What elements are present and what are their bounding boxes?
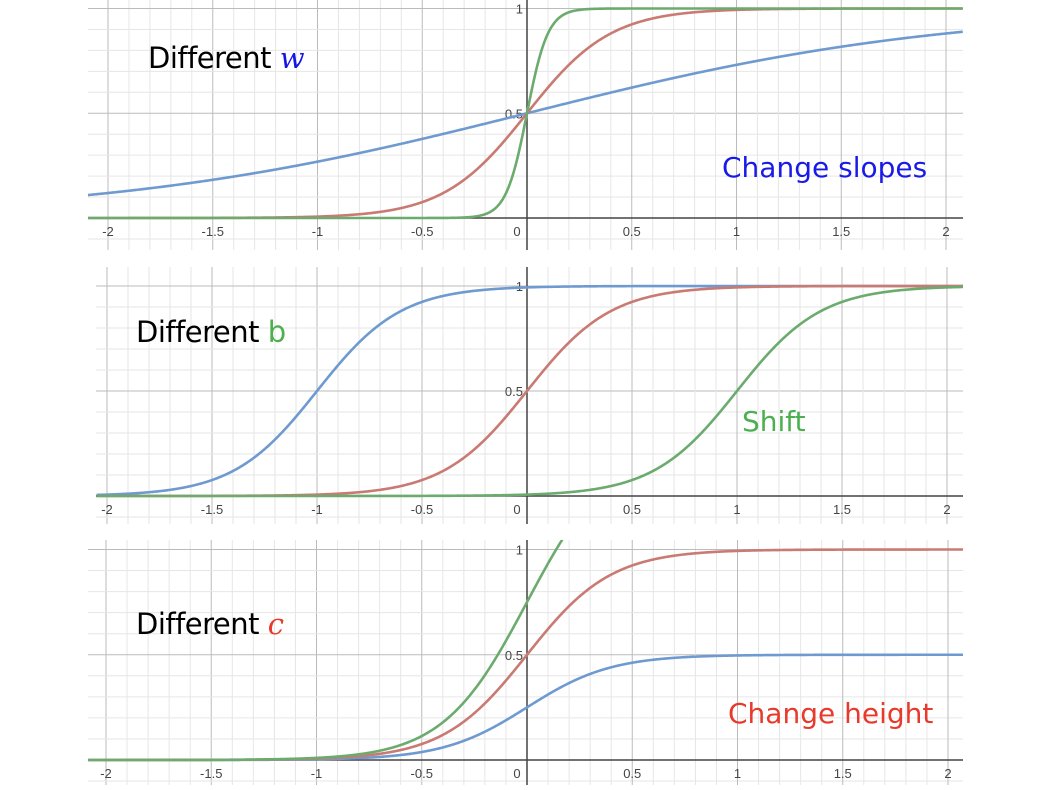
x-tick-label: -0.5 [411,502,433,517]
x-tick-label: 0.5 [623,766,641,781]
panel-3-title-var: c [267,607,284,641]
x-tick-label: -1.5 [201,502,223,517]
panel-3-annotation: Change height [728,697,934,730]
panel-3: -2 -1.5 -1 -0.5 0 0.5 1 1.5 2 0.5 1 [88,540,963,785]
panel-1-title-prefix: Different [148,41,272,75]
panel-2-title-var: b [267,315,286,349]
x-tick-label: -1.5 [202,224,224,239]
series-line-c-1-5 [88,540,564,762]
panel-3-title: Different c [136,610,284,639]
x-tick-label: -1 [312,224,324,239]
x-tick-label: -2 [102,224,114,239]
y-tick-label: 1 [516,543,523,558]
x-tick-label: -2 [100,766,112,781]
x-tick-label: 1 [733,502,740,517]
x-tick-label: 2 [944,766,951,781]
panel-1-annotation: Change slopes [722,151,928,184]
x-tick-label: 0.5 [623,502,641,517]
panel-2-title: Different b [136,318,286,347]
x-tick-label: -1 [311,502,323,517]
panel-3-title-prefix: Different [136,607,260,641]
x-tick-label: 0 [513,224,520,239]
grid [88,540,963,785]
x-tick-label: 0 [513,766,520,781]
x-tick-label: 1 [734,766,741,781]
series-line-w-20 [88,7,963,220]
x-tick-label: 2 [943,502,950,517]
grid [96,267,963,524]
panel-1-title: Different w [148,41,305,75]
x-tick-label: 1.5 [834,766,852,781]
y-tick-label: 0.5 [505,384,523,399]
panel-1-title-var: w [279,41,305,75]
panel-2-annotation: Shift [742,405,806,438]
panel-2-title-prefix: Different [136,315,260,349]
x-tick-label: 0 [513,502,520,517]
x-tick-label: -1.5 [200,766,222,781]
y-tick-label: 1 [516,2,523,17]
x-tick-label: -1 [311,766,323,781]
panel-1: -2 -1.5 -1 -0.5 0 0.5 1 1.5 20.51 [88,0,963,250]
series-line-w-1 [88,30,963,197]
x-tick-label: 1.5 [833,502,851,517]
y-tick-label: 0.5 [505,648,523,663]
x-tick-label: 1 [733,224,740,239]
series-line-shift-1 [96,285,963,498]
panel-2: -2 -1.5 -1 -0.5 0 0.5 1 1.5 20.51 [96,267,963,524]
x-tick-label: 0.5 [623,224,641,239]
x-tick-label: -0.5 [411,766,433,781]
x-tick-label: 2 [942,224,949,239]
x-tick-label: 1.5 [832,224,850,239]
x-tick-label: -0.5 [411,224,433,239]
x-tick-label: -2 [101,502,113,517]
